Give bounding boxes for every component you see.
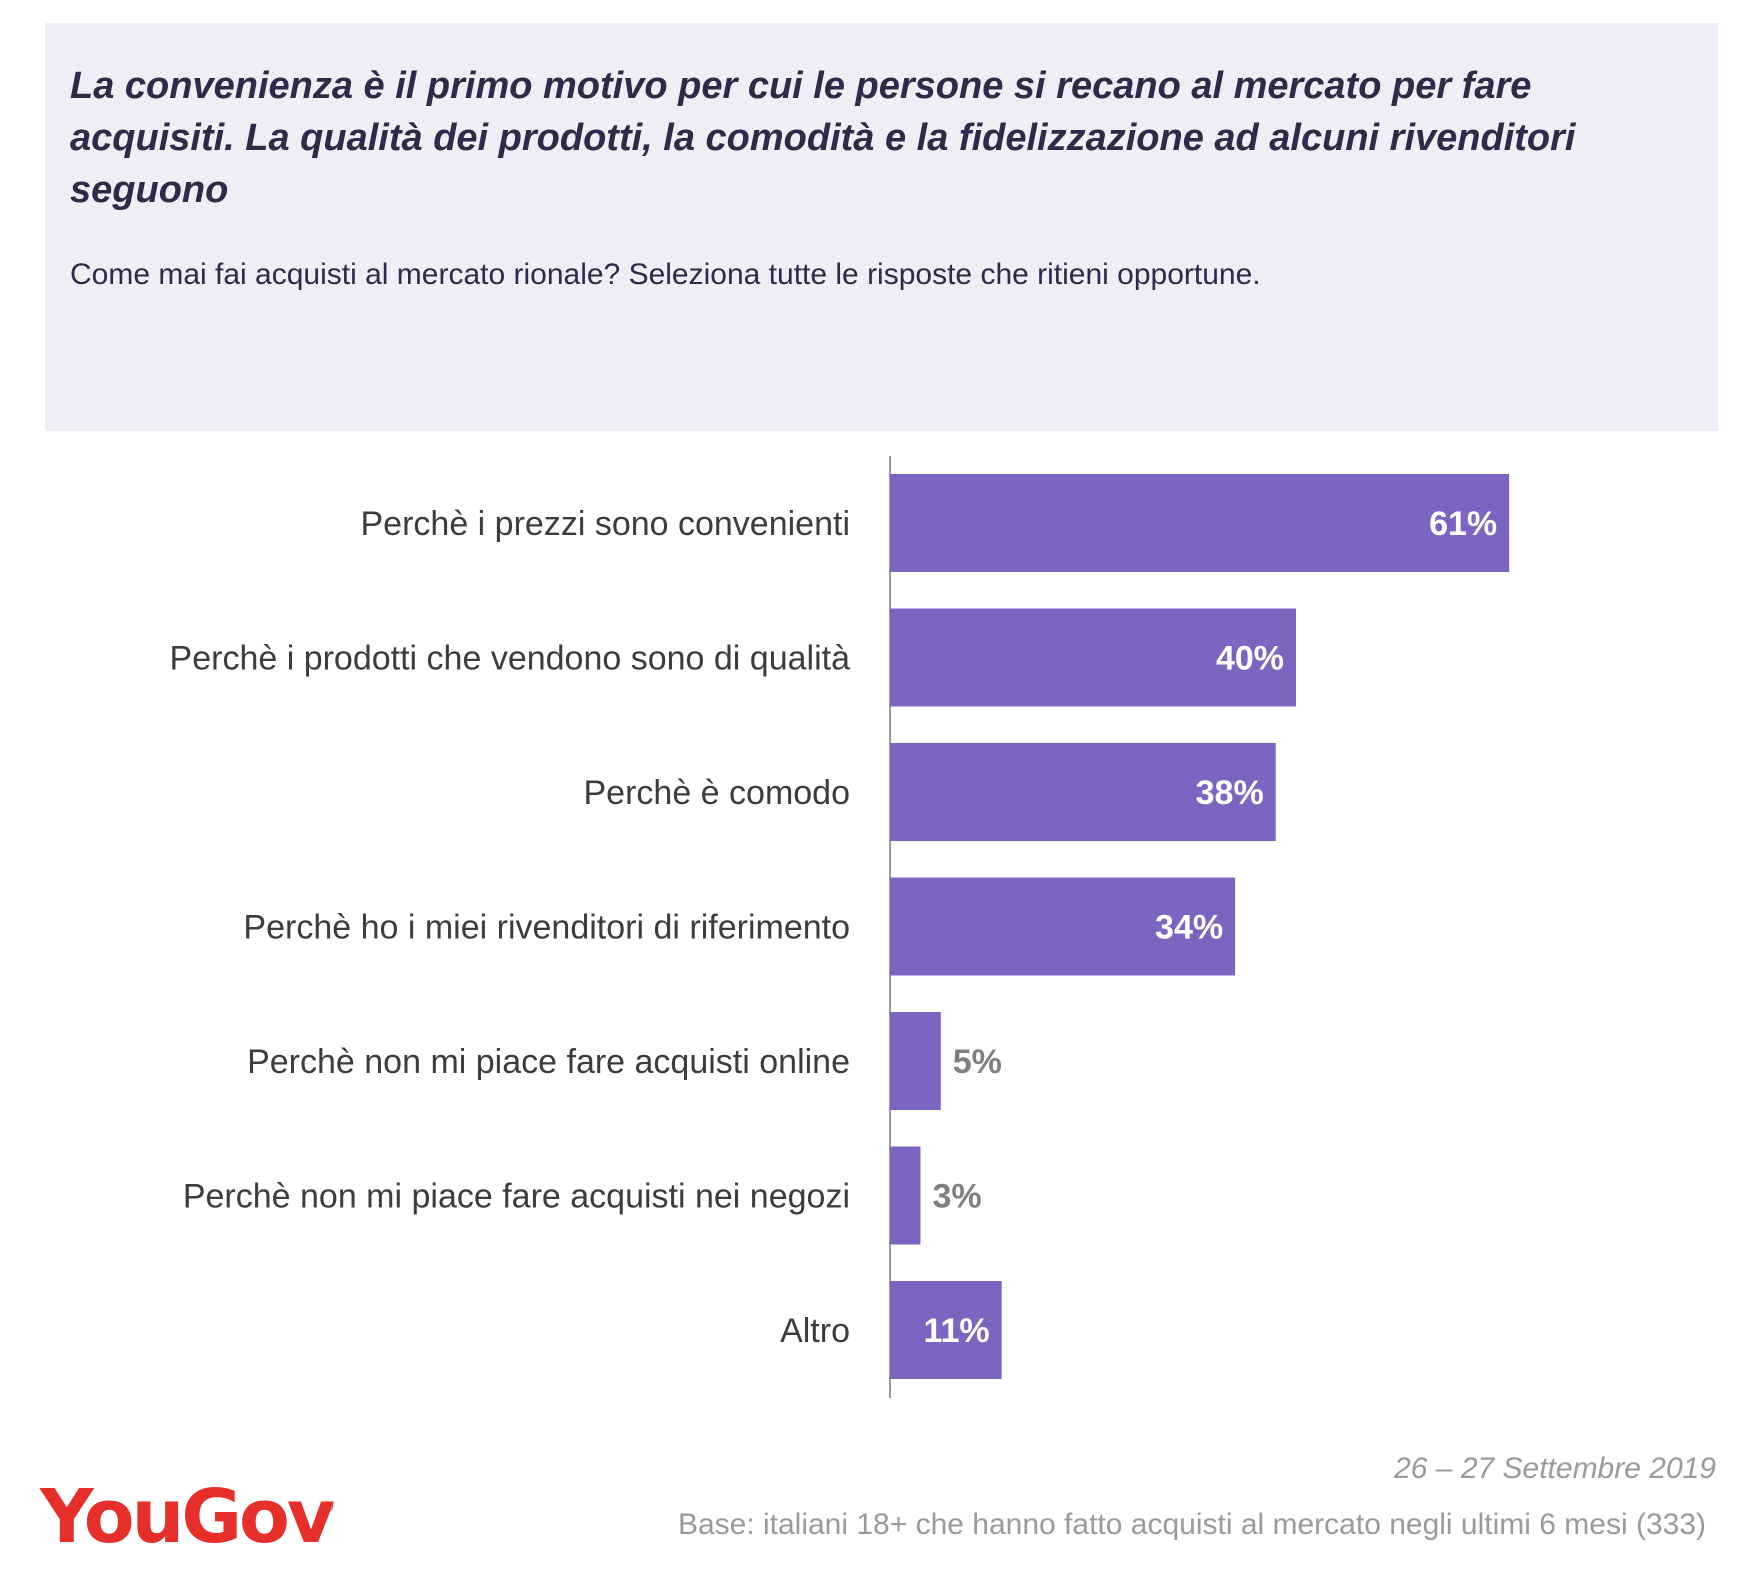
category-label: Perchè i prodotti che vendono sono di qu… (170, 640, 851, 678)
bar-1 (890, 474, 1510, 572)
registered-mark: ® (323, 1498, 334, 1514)
category-label: Perchè non mi piace fare acquisti nei ne… (183, 1178, 850, 1216)
value-label: 40% (1216, 640, 1284, 678)
chart-title: La convenienza è il primo motivo per cui… (70, 65, 1576, 211)
category-label: Perchè i prezzi sono convenienti (361, 505, 851, 543)
yougov-logo: YouGov (40, 1474, 335, 1560)
survey-question: Come mai fai acquisti al mercato rionale… (70, 258, 1261, 291)
bar-6 (890, 1146, 921, 1245)
header-panel (45, 23, 1718, 431)
category-label: Altro (780, 1312, 850, 1350)
bar-2 (890, 608, 1296, 707)
value-label: 61% (1429, 505, 1497, 543)
value-label: 34% (1155, 909, 1223, 947)
bar-4 (890, 877, 1236, 976)
category-label: Perchè ho i miei rivenditori di riferime… (243, 909, 850, 947)
category-label: Perchè non mi piace fare acquisti online (247, 1043, 850, 1081)
sample-base-note: Base: italiani 18+ che hanno fatto acqui… (677, 1508, 1706, 1541)
value-label: 3% (932, 1178, 981, 1216)
bar-3 (890, 743, 1276, 841)
value-label: 5% (953, 1043, 1002, 1081)
bar-7 (890, 1281, 1002, 1379)
value-label: 38% (1196, 774, 1264, 812)
category-label: Perchè è comodo (584, 774, 851, 812)
survey-date: 26 – 27 Settembre 2019 (1394, 1452, 1716, 1485)
bar-5 (890, 1012, 941, 1110)
value-label: 11% (923, 1312, 989, 1350)
